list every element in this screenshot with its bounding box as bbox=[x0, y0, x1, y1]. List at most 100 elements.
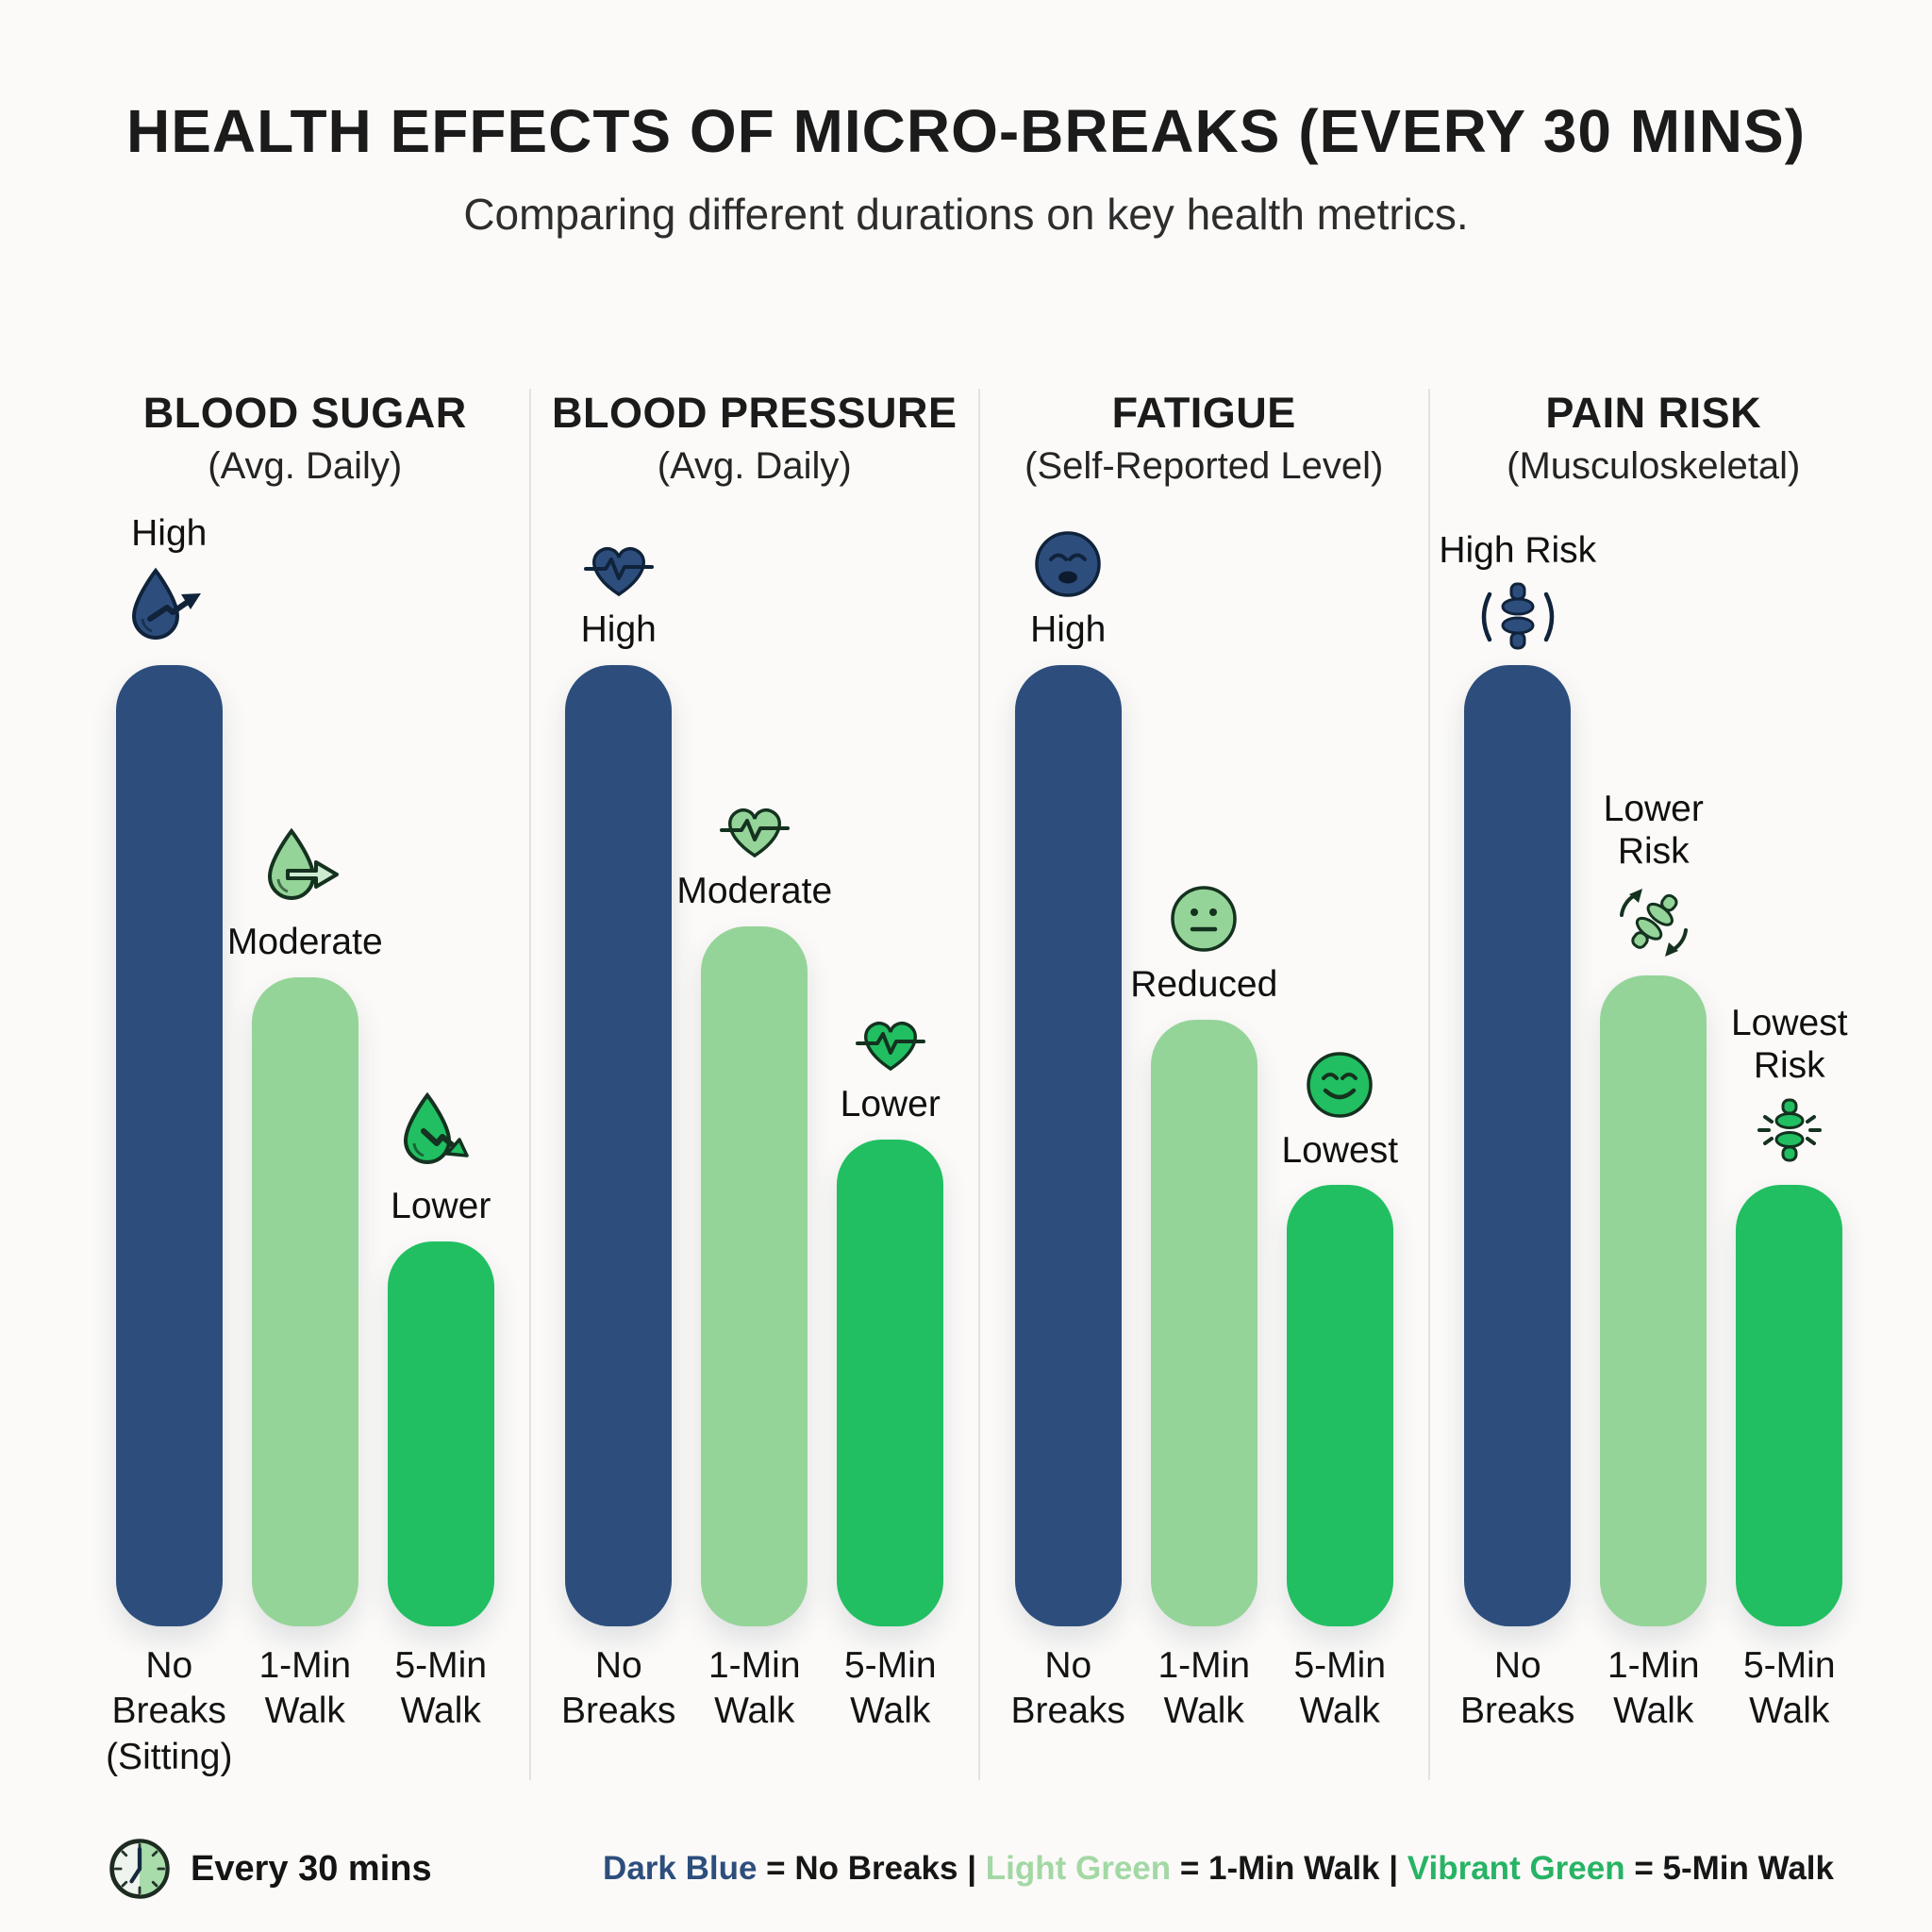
legend-separator: | bbox=[967, 1850, 986, 1888]
chart-pain-risk: High Risk bbox=[1434, 490, 1874, 1626]
chart-blood-sugar: High bbox=[85, 490, 525, 1626]
happy-face-icon bbox=[1304, 1049, 1375, 1121]
bar bbox=[387, 1241, 494, 1626]
bar bbox=[565, 664, 673, 1626]
panel-subtitle: (Avg. Daily) bbox=[208, 445, 403, 487]
axis-label: 1-Min Walk bbox=[708, 1645, 801, 1732]
joint-relief-icon bbox=[1744, 1096, 1835, 1172]
weary-face-icon bbox=[1032, 528, 1104, 600]
bar-annotation: Lower bbox=[391, 1090, 491, 1228]
panel-blood-sugar: BLOOD SUGAR (Avg. Daily) High bbox=[81, 389, 529, 1780]
axis-label: 5-Min Walk bbox=[843, 1645, 937, 1732]
bar-value-label: High bbox=[131, 512, 208, 554]
bar bbox=[1150, 1019, 1257, 1626]
legend-text: = 1-Min Walk bbox=[1171, 1850, 1390, 1888]
bar-value-label: Lowest bbox=[1281, 1129, 1399, 1171]
panel-title: BLOOD PRESSURE bbox=[551, 389, 958, 437]
legend-text: = 5-Min Walk bbox=[1624, 1850, 1834, 1888]
axis-label: No Breaks (Sitting) bbox=[106, 1645, 233, 1777]
panel-blood-pressure: BLOOD PRESSURE (Avg. Daily) High bbox=[528, 389, 979, 1781]
bar-column: Lower Risk bbox=[1586, 490, 1722, 1626]
bar bbox=[837, 1140, 944, 1626]
legend-text: = No Breaks bbox=[757, 1850, 968, 1888]
axis-labels: No Breaks 1-Min Walk 5-Min Walk bbox=[1434, 1643, 1874, 1735]
bar-value-label: High bbox=[1030, 608, 1107, 650]
bar-value-label: Reduced bbox=[1130, 963, 1278, 1005]
panel-subtitle: (Self-Reported Level) bbox=[1024, 445, 1384, 487]
bar-annotation: Reduced bbox=[1130, 883, 1277, 1007]
footer: Every 30 mins Dark Blue = No Breaks | Li… bbox=[106, 1835, 1834, 1903]
bar-column: Moderate bbox=[227, 490, 383, 1626]
bar-column: Reduced bbox=[1130, 490, 1277, 1626]
bar bbox=[701, 925, 808, 1626]
bar-annotation: Lowest bbox=[1281, 1049, 1398, 1173]
bar-annotation: Lowest Risk bbox=[1731, 1003, 1848, 1173]
bar-column: High bbox=[101, 490, 237, 1626]
color-legend: Dark Blue = No Breaks | Light Green = 1-… bbox=[603, 1850, 1834, 1888]
bar-column: High Risk bbox=[1439, 490, 1596, 1626]
panel-fatigue: FATIGUE (Self-Reported Level) H bbox=[978, 389, 1428, 1781]
heart-pulse-icon bbox=[580, 538, 658, 600]
bar-annotation: High Risk bbox=[1439, 530, 1596, 652]
blood-drop-rising-icon bbox=[122, 565, 216, 652]
panel-subtitle: (Musculoskeletal) bbox=[1507, 445, 1801, 487]
bar bbox=[1014, 664, 1122, 1626]
bar-column: Lower bbox=[823, 490, 958, 1626]
joint-icon bbox=[1473, 582, 1563, 652]
bar bbox=[1286, 1185, 1393, 1626]
frequency-note: Every 30 mins bbox=[106, 1835, 432, 1903]
bar-annotation: High bbox=[580, 538, 658, 652]
chart-fatigue: High Reduced bbox=[984, 490, 1424, 1626]
axis-label: No Breaks bbox=[1460, 1645, 1575, 1732]
bar-value-label: Lower bbox=[840, 1084, 941, 1125]
bar-annotation: High bbox=[122, 513, 216, 652]
heart-pulse-icon bbox=[852, 1012, 929, 1074]
bar bbox=[251, 976, 358, 1626]
frequency-label: Every 30 mins bbox=[191, 1848, 432, 1889]
bar-column: Moderate bbox=[676, 490, 832, 1626]
axis-labels: No Breaks 1-Min Walk 5-Min Walk bbox=[984, 1643, 1424, 1735]
page-subtitle: Comparing different durations on key hea… bbox=[463, 190, 1469, 239]
bar-annotation: Lower bbox=[841, 1012, 941, 1126]
bar-column: Lowest Risk bbox=[1722, 490, 1857, 1626]
bar-value-label: Lower Risk bbox=[1603, 788, 1704, 872]
bar bbox=[1464, 664, 1572, 1626]
legend-vibrant-green: Vibrant Green bbox=[1407, 1850, 1625, 1888]
axis-label: 1-Min Walk bbox=[258, 1645, 352, 1732]
bar-column: High bbox=[1000, 490, 1136, 1626]
axis-label: No Breaks bbox=[1010, 1645, 1125, 1732]
axis-label: No Breaks bbox=[561, 1645, 676, 1732]
panel-pain-risk: PAIN RISK (Musculoskeletal) High Risk bbox=[1427, 389, 1878, 1781]
panel-title: FATIGUE bbox=[1111, 389, 1296, 437]
bar-column: High bbox=[551, 490, 687, 1626]
joint-mobility-icon bbox=[1608, 883, 1699, 962]
axis-label: 1-Min Walk bbox=[1158, 1645, 1251, 1732]
heart-pulse-icon bbox=[716, 799, 793, 861]
bar-annotation: Moderate bbox=[227, 825, 383, 964]
axis-labels: No Breaks 1-Min Walk 5-Min Walk bbox=[535, 1643, 975, 1735]
axis-labels: No Breaks (Sitting) 1-Min Walk 5-Min Wal… bbox=[85, 1643, 525, 1780]
bar-value-label: Moderate bbox=[226, 922, 383, 963]
legend-light-green: Light Green bbox=[985, 1850, 1172, 1888]
axis-label: 5-Min Walk bbox=[1742, 1645, 1836, 1732]
page-title: HEALTH EFFECTS OF MICRO-BREAKS (EVERY 30… bbox=[125, 97, 1807, 165]
bar-column: Lower bbox=[373, 490, 508, 1626]
bar-value-label: High Risk bbox=[1439, 529, 1597, 571]
neutral-face-icon bbox=[1168, 883, 1240, 955]
bar-column: Lowest bbox=[1272, 490, 1407, 1626]
bar-annotation: Moderate bbox=[676, 799, 832, 913]
panel-title: PAIN RISK bbox=[1545, 389, 1762, 437]
blood-drop-steady-icon bbox=[258, 825, 352, 912]
blood-drop-falling-icon bbox=[393, 1090, 488, 1176]
panel-subtitle: (Avg. Daily) bbox=[657, 445, 852, 487]
panel-title: BLOOD SUGAR bbox=[142, 389, 467, 437]
axis-label: 5-Min Walk bbox=[1293, 1645, 1387, 1732]
legend-dark-blue: Dark Blue bbox=[603, 1850, 758, 1888]
axis-label: 5-Min Walk bbox=[394, 1645, 488, 1732]
chart-blood-pressure: High Moderate bbox=[535, 490, 975, 1626]
axis-label: 1-Min Walk bbox=[1607, 1645, 1700, 1732]
bar-value-label: High bbox=[580, 608, 657, 650]
bar bbox=[1600, 974, 1707, 1626]
bar-value-label: Lowest Risk bbox=[1730, 1002, 1848, 1086]
